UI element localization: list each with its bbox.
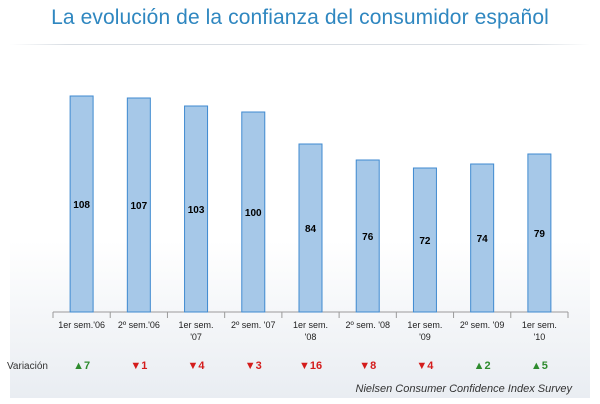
data-label-2: 107 bbox=[130, 201, 147, 212]
data-label-8: 74 bbox=[477, 234, 489, 245]
bar-9 bbox=[527, 153, 552, 313]
variation-value-3: ▼4 bbox=[188, 360, 206, 372]
category-label-5: 1er sem. bbox=[293, 320, 328, 330]
category-label-9: '10 bbox=[534, 332, 546, 342]
category-label-1: 1er sem.'06 bbox=[58, 320, 105, 330]
data-label-5: 84 bbox=[305, 224, 317, 235]
variation-value-7: ▼4 bbox=[416, 360, 434, 372]
data-label-7: 72 bbox=[419, 236, 431, 247]
category-label-2: 2º sem.'06 bbox=[118, 320, 160, 330]
variation-value-6: ▼8 bbox=[359, 360, 376, 372]
bar-5 bbox=[298, 143, 323, 313]
variation-row-label: Variación bbox=[7, 361, 48, 372]
bar-8 bbox=[470, 163, 495, 313]
bar-3 bbox=[184, 105, 209, 313]
data-label-9: 79 bbox=[534, 229, 546, 240]
data-label-4: 100 bbox=[245, 208, 262, 219]
data-label-1: 108 bbox=[73, 200, 90, 211]
variation-value-9: ▲5 bbox=[531, 360, 548, 372]
variation-value-4: ▼3 bbox=[245, 360, 262, 372]
data-label-6: 76 bbox=[362, 232, 374, 243]
data-label-3: 103 bbox=[188, 205, 205, 216]
bar-6 bbox=[355, 159, 380, 313]
bar-2 bbox=[126, 97, 151, 313]
category-label-7: 1er sem. bbox=[407, 320, 442, 330]
category-label-5: '08 bbox=[305, 332, 317, 342]
category-label-4: 2º sem. '07 bbox=[231, 320, 276, 330]
variation-value-5: ▼16 bbox=[299, 360, 322, 372]
category-label-3: '07 bbox=[190, 332, 202, 342]
variation-value-2: ▼1 bbox=[130, 360, 147, 372]
bar-4 bbox=[241, 111, 266, 313]
bar-1 bbox=[69, 95, 94, 313]
category-label-6: 2º sem. '08 bbox=[345, 320, 390, 330]
source-note: Nielsen Consumer Confidence Index Survey bbox=[355, 383, 572, 395]
title-divider bbox=[10, 44, 590, 45]
category-label-9: 1er sem. bbox=[522, 320, 557, 330]
variation-value-1: ▲7 bbox=[73, 360, 90, 372]
category-label-3: 1er sem. bbox=[179, 320, 214, 330]
bar-7 bbox=[412, 167, 437, 313]
variation-value-8: ▲2 bbox=[474, 360, 491, 372]
category-label-7: '09 bbox=[419, 332, 431, 342]
chart-title: La evolución de la confianza del consumi… bbox=[51, 6, 549, 29]
category-label-8: 2º sem. '09 bbox=[460, 320, 505, 330]
